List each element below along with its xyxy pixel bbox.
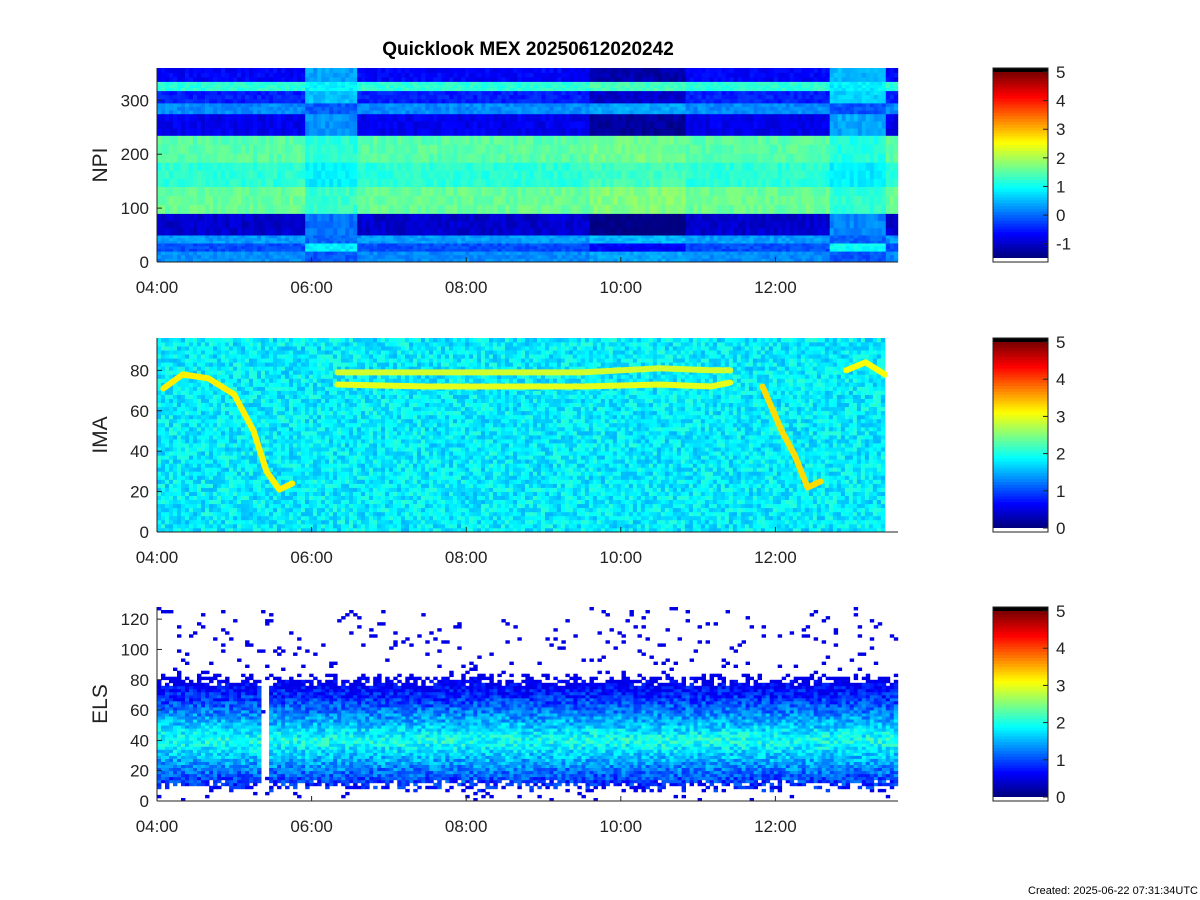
figure-title: Quicklook MEX 20250612020242 [382,39,674,60]
x-tick-label: 10:00 [600,817,643,836]
colorbar-tick-label: 0 [1056,788,1065,807]
x-tick-label: 08:00 [445,817,488,836]
colorbar-tick-label: 2 [1056,714,1065,733]
colorbar-ima: 0 1 2 3 4 5 [992,333,1065,538]
panels: 04:00 06:00 08:00 10:00 12:000100200300NPI-1… [89,63,1071,836]
x-tick-label: 06:00 [290,548,333,567]
x-tick-label: 08:00 [445,548,488,567]
x-tick-label: 12:00 [754,817,797,836]
y-tick-label: 20 [130,762,149,781]
panel-els: 04:00 06:00 08:00 10:00 12:00020406080100120… [89,602,1065,836]
y-axis-label: NPI [89,147,112,182]
y-tick-label: 40 [130,731,149,750]
x-tick-label: 04:00 [136,817,179,836]
y-tick-label: 0 [140,792,149,811]
colorbar-tick-label: 4 [1056,370,1065,389]
colorbar-tick-label: 4 [1056,92,1065,111]
x-tick-label: 12:00 [754,278,797,297]
ima-trace-1 [334,379,734,390]
colorbar-tick-label: 0 [1056,519,1065,538]
y-tick-label: 40 [130,442,149,461]
ima-trace-4 [843,359,888,378]
x-tick-label: 12:00 [754,548,797,567]
y-tick-label: 300 [121,91,149,110]
y-tick-label: 0 [140,523,149,542]
y-tick-label: 20 [130,483,149,502]
colorbar-tick-label: 3 [1056,407,1065,426]
colorbar-tick-label: 2 [1056,149,1065,168]
y-tick-label: 120 [121,610,149,629]
x-tick-label: 04:00 [136,278,179,297]
colorbar-tick-label: -1 [1056,235,1071,254]
x-tick-label: 04:00 [136,548,179,567]
x-tick-label: 06:00 [290,817,333,836]
ima-trace-3 [759,383,824,491]
ima-trace-2 [334,365,734,376]
colorbar-tick-label: 3 [1056,676,1065,695]
colorbar-tick-label: 3 [1056,120,1065,139]
y-tick-label: 80 [130,361,149,380]
x-tick-label: 06:00 [290,278,333,297]
y-tick-label: 60 [130,701,149,720]
x-tick-label: 10:00 [600,548,643,567]
colorbar-tick-label: 1 [1056,177,1065,196]
panel-ima: 04:00 06:00 08:00 10:00 12:00 0 20 40 60 80 IMA 0 1 2… [89,333,1065,567]
y-tick-label: 200 [121,145,149,164]
y-tick-label: 100 [121,640,149,659]
colorbar-tick-label: 1 [1056,751,1065,770]
colorbar-tick-label: 0 [1056,206,1065,225]
colorbar-tick-label: 5 [1056,333,1065,352]
y-axis-label: ELS [89,684,112,724]
y-tick-label: 0 [140,253,149,272]
colorbar-tick-label: 5 [1056,602,1065,621]
colorbar-els: 0 1 2 3 4 5 [992,602,1065,807]
y-axis-label: IMA [89,416,112,453]
x-tick-label: 10:00 [600,278,643,297]
panel-npi: 04:00 06:00 08:00 10:00 12:00 0 100 200 300 NPI -1… [89,63,1071,297]
created-timestamp: Created: 2025-06-22 07:31:34UTC [1028,885,1198,897]
ima-trace-0 [160,371,296,493]
colorbar-tick-label: 5 [1056,63,1065,82]
colorbar-npi: -1 0 1 2 3 4 5 [992,63,1071,263]
spectrogram-ima [157,338,888,533]
spectrogram-els [157,607,899,802]
y-tick-label: 80 [130,671,149,690]
y-tick-label: 60 [130,402,149,421]
y-tick-label: 100 [121,199,149,218]
spectrogram-npi [157,68,899,263]
x-tick-label: 08:00 [445,278,488,297]
colorbar-tick-label: 4 [1056,639,1065,658]
colorbar-tick-label: 1 [1056,482,1065,501]
colorbar-tick-label: 2 [1056,445,1065,464]
